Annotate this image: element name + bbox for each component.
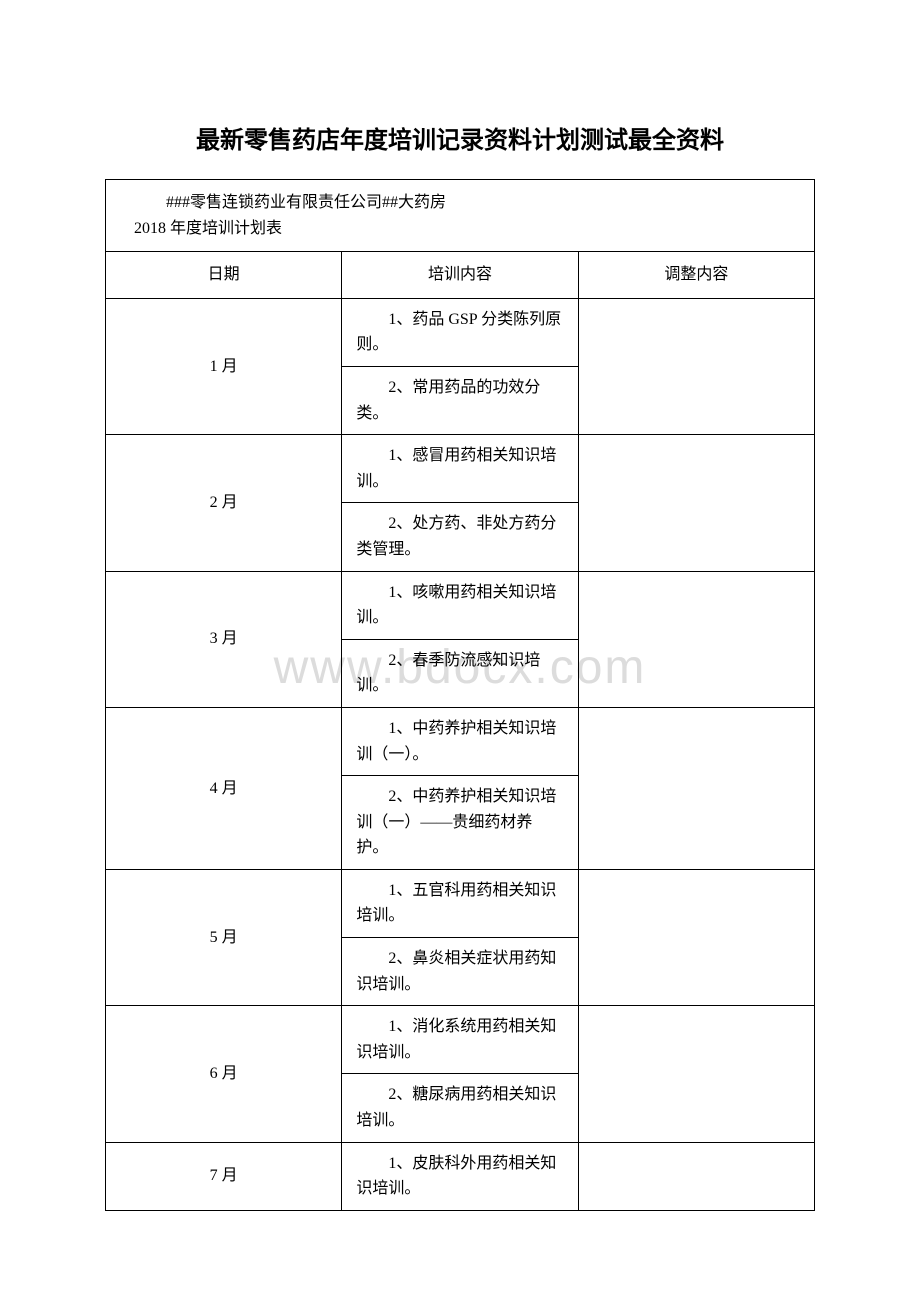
adjust-cell [578, 571, 814, 707]
month-cell: 6 月 [106, 1006, 342, 1142]
content-text: 2、鼻炎相关症状用药知识培训。 [356, 946, 563, 997]
content-cell: 1、中药养护相关知识培训（一）。 [342, 707, 578, 775]
adjust-cell [578, 869, 814, 1005]
content-cell: 1、药品 GSP 分类陈列原则。 [342, 298, 578, 366]
content-cell: 2、常用药品的功效分类。 [342, 366, 578, 434]
content-text: 2、常用药品的功效分类。 [356, 375, 563, 426]
content-cell: 2、鼻炎相关症状用药知识培训。 [342, 938, 578, 1006]
content-cell: 1、皮肤科外用药相关知识培训。 [342, 1142, 578, 1210]
col-header-content: 培训内容 [342, 252, 578, 299]
training-table-wrapper: ###零售连锁药业有限责任公司##大药房 2018 年度培训计划表 日期 培训内… [105, 179, 815, 1211]
col-header-adjust: 调整内容 [578, 252, 814, 299]
training-table: ###零售连锁药业有限责任公司##大药房 2018 年度培训计划表 日期 培训内… [105, 179, 815, 1211]
table-header-cell: ###零售连锁药业有限责任公司##大药房 2018 年度培训计划表 [106, 180, 815, 252]
content-cell: 2、中药养护相关知识培训（一）——贵细药材养护。 [342, 776, 578, 870]
content-text: 1、消化系统用药相关知识培训。 [356, 1014, 563, 1065]
adjust-cell [578, 707, 814, 869]
month-cell: 3 月 [106, 571, 342, 707]
table-row: 3 月 1、咳嗽用药相关知识培训。 [106, 571, 815, 639]
month-cell: 2 月 [106, 435, 342, 571]
adjust-cell [578, 1142, 814, 1210]
content-text: 2、春季防流感知识培训。 [356, 648, 563, 699]
content-cell: 2、处方药、非处方药分类管理。 [342, 503, 578, 571]
month-cell: 5 月 [106, 869, 342, 1005]
content-text: 1、药品 GSP 分类陈列原则。 [356, 307, 563, 358]
table-row: 6 月 1、消化系统用药相关知识培训。 [106, 1006, 815, 1074]
content-text: 1、皮肤科外用药相关知识培训。 [356, 1151, 563, 1202]
month-cell: 7 月 [106, 1142, 342, 1210]
header-company: ###零售连锁药业有限责任公司##大药房 [134, 190, 800, 216]
content-text: 2、处方药、非处方药分类管理。 [356, 511, 563, 562]
content-cell: 1、感冒用药相关知识培训。 [342, 435, 578, 503]
content-cell: 1、消化系统用药相关知识培训。 [342, 1006, 578, 1074]
month-cell: 4 月 [106, 707, 342, 869]
content-cell: 2、春季防流感知识培训。 [342, 639, 578, 707]
content-cell: 2、糖尿病用药相关知识培训。 [342, 1074, 578, 1142]
content-text: 2、糖尿病用药相关知识培训。 [356, 1082, 563, 1133]
content-text: 1、中药养护相关知识培训（一）。 [356, 716, 563, 767]
table-row: 5 月 1、五官科用药相关知识培训。 [106, 869, 815, 937]
month-cell: 1 月 [106, 298, 342, 434]
table-column-headers: 日期 培训内容 调整内容 [106, 252, 815, 299]
table-header-row: ###零售连锁药业有限责任公司##大药房 2018 年度培训计划表 [106, 180, 815, 252]
table-row: 1 月 1、药品 GSP 分类陈列原则。 [106, 298, 815, 366]
content-text: 1、五官科用药相关知识培训。 [356, 878, 563, 929]
adjust-cell [578, 435, 814, 571]
table-row: 7 月 1、皮肤科外用药相关知识培训。 [106, 1142, 815, 1210]
page-title: 最新零售药店年度培训记录资料计划测试最全资料 [105, 120, 815, 155]
content-cell: 1、咳嗽用药相关知识培训。 [342, 571, 578, 639]
table-row: 2 月 1、感冒用药相关知识培训。 [106, 435, 815, 503]
col-header-date: 日期 [106, 252, 342, 299]
content-cell: 1、五官科用药相关知识培训。 [342, 869, 578, 937]
adjust-cell [578, 1006, 814, 1142]
content-text: 1、感冒用药相关知识培训。 [356, 443, 563, 494]
header-subtitle: 2018 年度培训计划表 [134, 216, 800, 242]
content-text: 1、咳嗽用药相关知识培训。 [356, 580, 563, 631]
table-row: 4 月 1、中药养护相关知识培训（一）。 [106, 707, 815, 775]
content-text: 2、中药养护相关知识培训（一）——贵细药材养护。 [356, 784, 563, 861]
adjust-cell [578, 298, 814, 434]
